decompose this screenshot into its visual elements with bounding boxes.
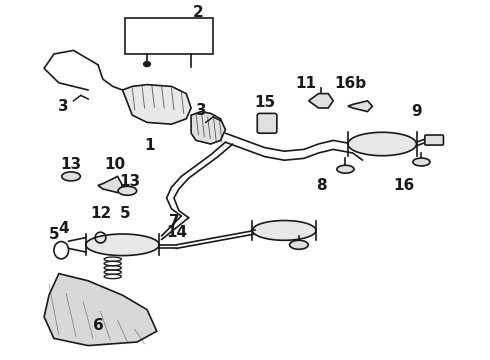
Text: 10: 10 [104, 157, 126, 172]
Text: 6: 6 [93, 318, 103, 333]
Ellipse shape [348, 132, 416, 156]
Text: 11: 11 [296, 76, 317, 91]
Text: 8: 8 [316, 178, 326, 193]
FancyBboxPatch shape [425, 135, 443, 145]
Ellipse shape [290, 240, 308, 249]
Text: 5: 5 [120, 206, 130, 221]
Text: 4: 4 [58, 221, 69, 236]
Text: 5: 5 [49, 226, 59, 242]
Text: 7: 7 [169, 214, 179, 229]
Text: 2: 2 [193, 5, 204, 20]
Ellipse shape [86, 234, 159, 256]
Polygon shape [309, 94, 333, 108]
Ellipse shape [252, 220, 316, 240]
Text: 9: 9 [411, 104, 422, 119]
Text: 14: 14 [166, 225, 187, 240]
Polygon shape [44, 274, 157, 346]
Text: 15: 15 [254, 95, 275, 110]
Text: 1: 1 [144, 138, 155, 153]
FancyBboxPatch shape [257, 113, 277, 133]
Ellipse shape [337, 165, 354, 173]
Text: 13: 13 [60, 157, 82, 172]
Text: 3: 3 [196, 103, 206, 118]
Bar [125, 18, 213, 54]
Text: 16: 16 [393, 178, 415, 193]
Text: 13: 13 [119, 174, 141, 189]
Text: 12: 12 [90, 206, 111, 221]
Circle shape [144, 62, 150, 67]
Polygon shape [98, 176, 122, 193]
Ellipse shape [118, 186, 137, 195]
Text: 16b: 16b [334, 76, 367, 91]
Ellipse shape [62, 172, 80, 181]
Polygon shape [348, 101, 372, 112]
Polygon shape [191, 112, 225, 144]
Text: 3: 3 [58, 99, 69, 114]
Ellipse shape [413, 158, 430, 166]
Polygon shape [122, 85, 191, 124]
